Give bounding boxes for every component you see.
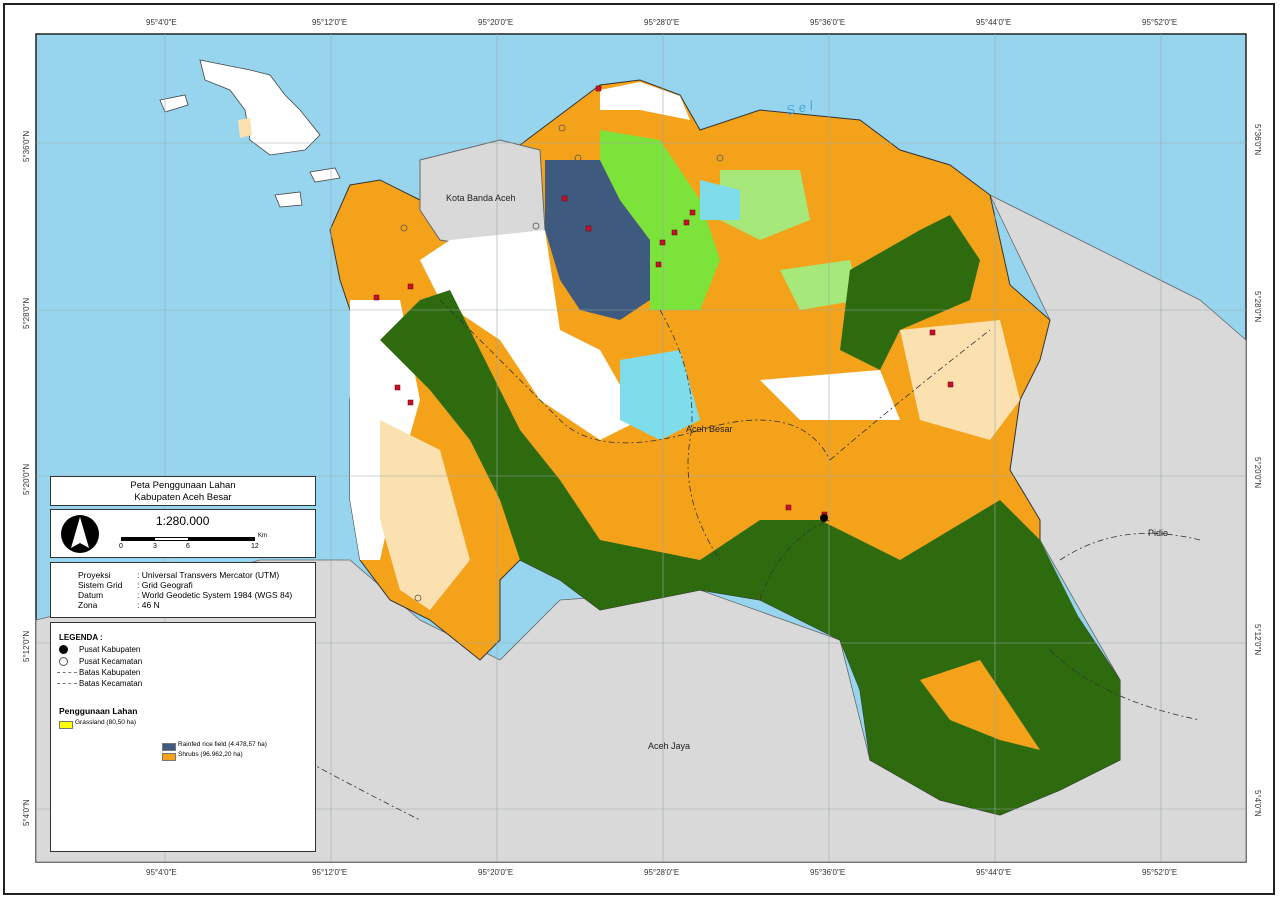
lon-label-bottom: 95°36'0"E [810, 868, 846, 877]
legend-box: LEGENDA : Pusat Kabupaten Pusat Kecamata… [50, 622, 316, 852]
map-frame [3, 3, 1275, 895]
scale-box: 1:280.000 0 3 6 12 Km [50, 509, 316, 558]
ringed-circle-icon [59, 657, 68, 666]
lon-label-top: 95°44'0"E [976, 18, 1012, 27]
place-aceh-jaya: Aceh Jaya [648, 741, 691, 751]
projection-value: : 46 N [137, 600, 160, 610]
lon-label-bottom: 95°20'0"E [478, 868, 514, 877]
north-arrow-icon [61, 515, 99, 553]
legend-item-label: Batas Kecamatan [79, 679, 143, 688]
legend-item-label: Pusat Kecamatan [79, 657, 143, 666]
legend-swatch-grassland [59, 721, 73, 729]
scale-tick: 12 [251, 543, 259, 550]
landuse-light-shrub [380, 420, 470, 610]
pusat-kabupaten-marker [820, 514, 828, 522]
projection-box: Proyeksi : Universal Transvers Mercator (… [50, 562, 316, 618]
map-title-box: Peta Penggunaan Lahan Kabupaten Aceh Bes… [50, 476, 316, 506]
legend-title: LEGENDA : [59, 633, 103, 642]
landuse-water [700, 180, 740, 220]
scale-bar [121, 537, 255, 541]
lon-label-bottom: 95°12'0"E [312, 868, 348, 877]
lon-label-top: 95°20'0"E [478, 18, 514, 27]
scale-unit: Km [258, 533, 267, 539]
landuse-light-green [780, 260, 860, 310]
island-small [274, 191, 303, 208]
lat-label-right: 5°28'0"N [1253, 291, 1262, 323]
lat-label-left: 5°12'0"N [22, 630, 31, 662]
landuse-white-coast [600, 82, 690, 120]
landuse-forest-ne [840, 215, 980, 370]
projection-value: : World Geodetic System 1984 (WGS 84) [137, 590, 293, 600]
dash-line-icon [57, 683, 77, 684]
landuse-shrub-patch [920, 660, 1040, 750]
lon-label-top: 95°36'0"E [810, 18, 846, 27]
projection-key: Datum [78, 590, 104, 600]
landuse-bright-green [600, 130, 720, 310]
legend-item-label: Batas Kabupaten [79, 668, 141, 677]
pusat-kecamatan-markers [400, 124, 724, 602]
landuse-water [620, 350, 700, 440]
landuse-light-green [720, 170, 810, 240]
scale-ratio: 1:280.000 [156, 514, 210, 528]
lon-label-bottom: 95°28'0"E [644, 868, 680, 877]
lat-label-right: 5°12'0"N [1253, 624, 1262, 656]
projection-key: Proyeksi [78, 570, 111, 580]
lon-label-top: 95°52'0"E [1142, 18, 1178, 27]
projection-value: : Universal Transvers Mercator (UTM) [137, 570, 280, 580]
scale-tick: 6 [186, 543, 190, 550]
legend-item-label: Shrubs (96.962,20 ha) [178, 751, 243, 758]
landuse-white [420, 230, 640, 440]
projection-key: Zona [78, 600, 98, 610]
landuse-white [760, 370, 900, 420]
legend-swatch-rice [162, 743, 176, 751]
landuse-light-shrub [900, 320, 1020, 440]
lat-label-left: 5°20'0"N [22, 463, 31, 495]
landuse-title: Penggunaan Lahan [59, 706, 138, 716]
scale-tick: 3 [153, 543, 157, 550]
lon-label-bottom: 95°52'0"E [1142, 868, 1178, 877]
legend-item-label: Grassland (80,50 ha) [75, 719, 137, 726]
island-weh [199, 59, 321, 156]
lon-label-bottom: 95°4'0"E [146, 868, 177, 877]
landuse-rice [545, 160, 650, 320]
legend-item-label: Pusat Kabupaten [79, 645, 141, 654]
place-pidie: Pidie [1148, 528, 1169, 538]
lat-label-right: 5°20'0"N [1253, 457, 1262, 489]
legend-swatch-shrubs [162, 753, 176, 761]
place-kota-banda-aceh: Kota Banda Aceh [446, 193, 516, 203]
lat-label-left: 5°28'0"N [22, 297, 31, 329]
map-subtitle: Kabupaten Aceh Besar [134, 492, 232, 503]
lat-label-left: 5°36'0"N [22, 130, 31, 162]
scale-tick: 0 [119, 543, 123, 550]
dash-dot-line-icon [57, 672, 77, 673]
lat-label-right: 5°36'0"N [1253, 124, 1262, 156]
map-title: Peta Penggunaan Lahan [130, 480, 236, 491]
place-aceh-besar: Aceh Besar [686, 424, 733, 434]
island-small [159, 94, 189, 113]
lat-label-left: 5°4'0"N [22, 799, 31, 826]
legend-item-label: Rainfed rice field (4.478,57 ha) [178, 741, 267, 748]
lon-label-top: 95°12'0"E [312, 18, 348, 27]
projection-value: : Grid Geografi [137, 580, 193, 590]
lon-label-top: 95°4'0"E [146, 18, 177, 27]
lon-label-bottom: 95°44'0"E [976, 868, 1012, 877]
filled-circle-icon [59, 645, 68, 654]
lon-label-top: 95°28'0"E [644, 18, 680, 27]
island-small [309, 167, 341, 183]
projection-key: Sistem Grid [78, 580, 123, 590]
lat-label-right: 5°4'0"N [1253, 790, 1262, 817]
